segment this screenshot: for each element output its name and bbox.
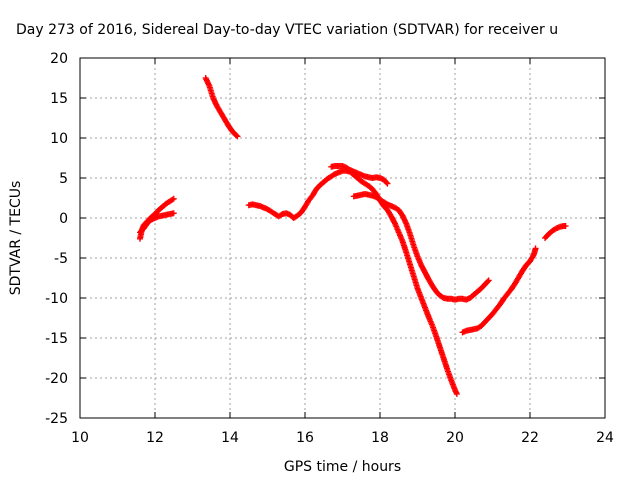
grid-lines xyxy=(80,58,605,418)
y-axis-label: SDTVAR / TECUs xyxy=(8,181,24,296)
data-point xyxy=(532,245,539,252)
data-points xyxy=(137,75,569,397)
y-tick-label: 5 xyxy=(59,171,68,187)
x-axis-label: GPS time / hours xyxy=(284,459,401,475)
data-point xyxy=(383,179,390,186)
data-point xyxy=(484,278,491,285)
data-point xyxy=(384,180,391,187)
plot-frame xyxy=(79,57,606,419)
data-point xyxy=(234,133,241,140)
axis-ticks: 10 12 14 16 18 20 22 24 20 15 10 5 0 -5 -10 -15 -20 -25 xyxy=(45,51,614,446)
data-point xyxy=(170,195,177,202)
y-tick-label: 15 xyxy=(50,91,68,107)
data-point xyxy=(485,277,492,284)
x-tick-label: 22 xyxy=(521,430,539,446)
x-tick-label: 10 xyxy=(71,430,89,446)
y-tick-label: -25 xyxy=(45,411,68,427)
data-point xyxy=(170,210,177,217)
x-tick-label: 12 xyxy=(146,430,164,446)
data-point xyxy=(233,132,240,139)
x-tick-label: 16 xyxy=(296,430,314,446)
chart-title: Day 273 of 2016, Sidereal Day-to-day VTE… xyxy=(16,22,558,38)
y-tick-label: -10 xyxy=(45,291,68,307)
data-point xyxy=(453,391,460,397)
x-tick-label: 24 xyxy=(596,430,614,446)
y-tick-label: -15 xyxy=(45,331,68,347)
x-tick-label: 14 xyxy=(221,430,239,446)
data-point xyxy=(562,223,569,229)
data-point xyxy=(169,196,176,203)
x-tick-label: 20 xyxy=(446,430,464,446)
y-tick-label: -20 xyxy=(45,371,68,387)
y-tick-label: 20 xyxy=(50,51,68,67)
y-tick-label: 10 xyxy=(50,131,68,147)
x-tick-label: 18 xyxy=(371,430,389,446)
y-tick-label: -5 xyxy=(54,251,68,267)
y-tick-label: 0 xyxy=(59,211,68,227)
